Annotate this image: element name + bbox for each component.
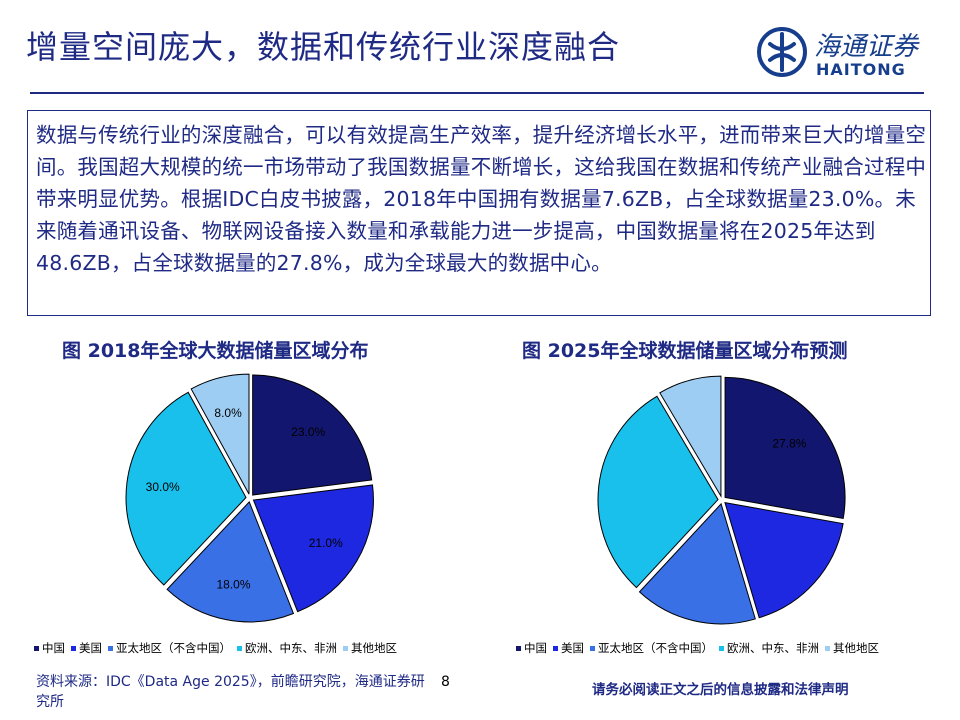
legend-item-3: 欧洲、中东、非洲 <box>719 641 819 655</box>
pie-slice-2025-3 <box>597 395 719 589</box>
legend-label: 其他地区 <box>351 641 397 655</box>
pie-slice-2025-2 <box>638 502 756 625</box>
legend-item-4: 其他地区 <box>343 641 397 655</box>
legend-label: 中国 <box>42 641 65 655</box>
legend-item-2: 亚太地区（不含中国） <box>590 641 713 655</box>
page-number: 8 <box>441 674 450 690</box>
haitong-emblem-icon <box>757 27 807 77</box>
pie-slice-2018-0 <box>252 374 373 496</box>
pie-label-2018-4: 8.0% <box>214 406 242 420</box>
legend-item-4: 其他地区 <box>825 641 879 655</box>
source-note: 资料来源：IDC《Data Age 2025》，前瞻研究院，海通证券研究所 <box>36 674 425 710</box>
legend-swatch-icon <box>825 646 830 651</box>
legend-item-0: 中国 <box>34 641 65 655</box>
pie-label-2018-0: 23.0% <box>291 425 325 439</box>
page-title: 增量空间庞大，数据和传统行业深度融合 <box>26 28 621 66</box>
legend-swatch-icon <box>237 646 242 651</box>
legend-label: 亚太地区（不含中国） <box>598 641 713 655</box>
haitong-logo: 海通证券 HAITONG <box>756 22 936 82</box>
pie-slice-2025-1 <box>724 502 844 619</box>
summary-box: 数据与传统行业的深度融合，可以有效提高生产效率，提升经济增长水平，进而带来巨大的… <box>27 110 931 316</box>
header-divider <box>30 92 924 94</box>
chart-title-2025: 图 2025年全球数据储量区域分布预测 <box>522 340 848 362</box>
legend-label: 中国 <box>524 641 547 655</box>
legend-swatch-icon <box>34 646 39 651</box>
legend-label: 亚太地区（不含中国） <box>116 641 231 655</box>
legend-item-1: 美国 <box>71 641 102 655</box>
legend-item-1: 美国 <box>553 641 584 655</box>
pie-slice-2018-1 <box>252 484 374 613</box>
logo-english-text: HAITONG <box>816 60 906 79</box>
pie-slice-2018-4 <box>190 373 250 495</box>
pie-slice-2018-2 <box>166 501 295 623</box>
legend-label: 其他地区 <box>833 641 879 655</box>
logo-chinese-text: 海通证券 <box>814 32 919 62</box>
pie-slice-2025-0 <box>724 376 846 520</box>
legend-2025: 中国 美国 亚太地区（不含中国） 欧洲、中东、非洲 其他地区 <box>516 640 885 656</box>
pie-label-2018-2: 18.0% <box>216 577 250 591</box>
legend-swatch-icon <box>553 646 558 651</box>
pie-slice-2018-3 <box>125 391 247 586</box>
legend-swatch-icon <box>516 646 521 651</box>
legend-swatch-icon <box>343 646 348 651</box>
legend-swatch-icon <box>590 646 595 651</box>
pie-label-2025-0: 27.8% <box>772 436 806 450</box>
legend-item-2: 亚太地区（不含中国） <box>108 641 231 655</box>
legend-swatch-icon <box>719 646 724 651</box>
legend-2018: 中国 美国 亚太地区（不含中国） 欧洲、中东、非洲 其他地区 <box>34 640 403 656</box>
legend-label: 欧洲、中东、非洲 <box>727 641 819 655</box>
pie-label-2018-3: 30.0% <box>146 480 180 494</box>
disclaimer-link[interactable]: 请务必阅读正文之后的信息披露和法律声明 <box>592 682 849 698</box>
legend-swatch-icon <box>71 646 76 651</box>
legend-label: 美国 <box>79 641 102 655</box>
pie-slice-2025-4 <box>659 375 722 498</box>
legend-swatch-icon <box>108 646 113 651</box>
legend-item-3: 欧洲、中东、非洲 <box>237 641 337 655</box>
legend-label: 美国 <box>561 641 584 655</box>
legend-label: 欧洲、中东、非洲 <box>245 641 337 655</box>
pie-label-2018-1: 21.0% <box>309 536 343 550</box>
chart-title-2018: 图 2018年全球大数据储量区域分布 <box>62 340 369 362</box>
legend-item-0: 中国 <box>516 641 547 655</box>
